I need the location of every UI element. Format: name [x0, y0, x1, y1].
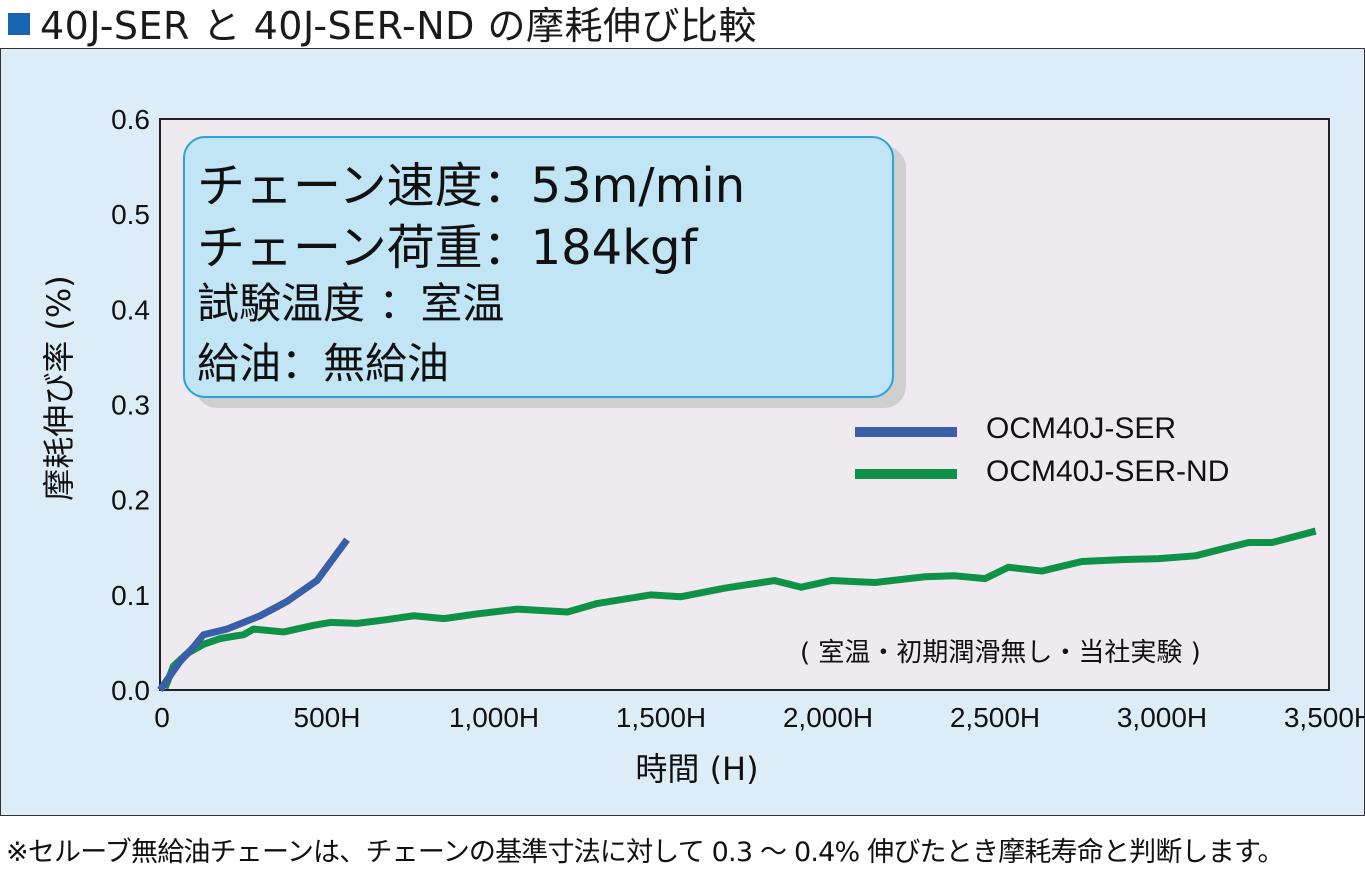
- x-tick-label: 1,000H: [449, 702, 539, 733]
- test-temperature-text: 試験温度 ：室温: [197, 279, 505, 328]
- y-tick-label: 0.0: [111, 675, 150, 706]
- x-tick-label: 2,000H: [783, 702, 873, 733]
- legend-label-ser: OCM40J-SER: [986, 412, 1177, 445]
- x-tick-label: 1,500H: [616, 702, 706, 733]
- x-tick-label: 2,500H: [950, 702, 1040, 733]
- x-tick-label: 0: [154, 702, 170, 733]
- x-tick-label: 3,000H: [1117, 702, 1207, 733]
- series-line-ocm40j-ser: [157, 537, 350, 693]
- footnote: ※セルーブ無給油チェーンは、チェーンの基準寸法に対して 0.3 ～ 0.4% 伸…: [6, 837, 1284, 868]
- x-tick-label: 500H: [294, 702, 361, 733]
- y-tick-label: 0.3: [111, 390, 150, 421]
- x-axis-ticks: 0 500H 1,000H 1,500H 2,000H 2,500H 3,000H 3,500…: [154, 702, 1365, 733]
- series-lines: [157, 527, 1317, 693]
- y-tick-label: 0.6: [111, 104, 150, 135]
- chain-load-text: チェーン荷重：184kgf: [197, 220, 698, 276]
- experiment-note: ( 室温・初期潤滑無し・当社実験 ): [800, 638, 1201, 668]
- legend: [855, 427, 957, 479]
- y-tick-label: 0.5: [111, 199, 150, 230]
- chain-speed-text: チェーン速度：53m/min: [197, 158, 746, 214]
- lubrication-text: 給油：無給油: [197, 339, 450, 388]
- chart-title-bar: 40J-SER と 40J-SER-ND の摩耗伸び比較: [8, 0, 757, 48]
- title-square-icon: [8, 13, 30, 35]
- y-tick-label: 0.4: [111, 294, 150, 325]
- series-line-ocm40j-ser-nd: [161, 527, 1317, 690]
- x-axis-label: 時間 (H): [635, 750, 758, 788]
- legend-label-ser-nd: OCM40J-SER-ND: [986, 455, 1230, 488]
- test-conditions-box: チェーン速度：53m/min チェーン荷重：184kgf 試験温度 ：室温 給油…: [183, 136, 894, 398]
- y-axis-ticks: 0.0 0.1 0.2 0.3 0.4 0.5 0.6: [111, 104, 150, 706]
- page-title: 40J-SER と 40J-SER-ND の摩耗伸び比較: [40, 3, 758, 48]
- y-tick-label: 0.2: [111, 485, 150, 516]
- y-tick-label: 0.1: [111, 580, 150, 611]
- y-axis-label: 摩耗伸び率 (%): [40, 275, 78, 501]
- x-tick-label: 3,500H: [1284, 702, 1365, 733]
